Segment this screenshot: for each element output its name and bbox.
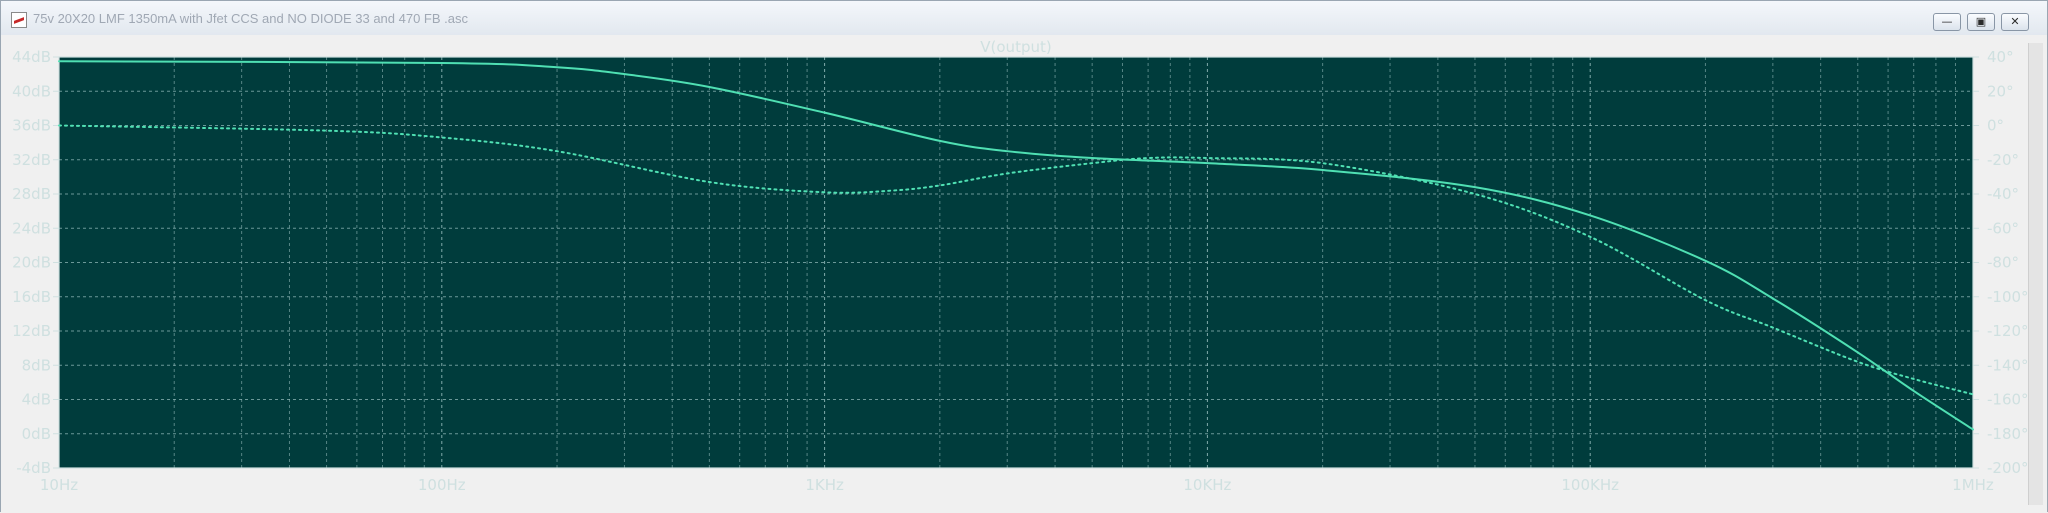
- x-tick-label: 10Hz: [40, 476, 78, 494]
- x-tick-label: 100Hz: [418, 476, 466, 494]
- y-left-tick-label: 12dB: [12, 322, 51, 340]
- close-button[interactable]: ✕: [2001, 13, 2029, 31]
- y-left-tick-label: 8dB: [22, 356, 51, 374]
- y-right-tick-label: 20°: [1987, 82, 2014, 100]
- x-tick-label: 1MHz: [1952, 476, 1994, 494]
- y-right-tick-label: -40°: [1987, 185, 2019, 203]
- x-tick-label: 1KHz: [805, 476, 844, 494]
- y-left-tick-label: 44dB: [12, 48, 51, 66]
- ltspice-app-icon: [11, 12, 27, 28]
- chart-title: V(output): [980, 38, 1051, 56]
- y-right-tick-label: -100°: [1987, 288, 2029, 306]
- x-tick-label: 100KHz: [1561, 476, 1619, 494]
- y-right-tick-label: -20°: [1987, 151, 2019, 169]
- y-right-tick-label: -120°: [1987, 322, 2029, 340]
- window-title: 75v 20X20 LMF 1350mA with Jfet CCS and N…: [33, 11, 468, 26]
- minimize-button[interactable]: —: [1933, 13, 1961, 31]
- y-left-tick-label: 20dB: [12, 254, 51, 272]
- vertical-scrollbar[interactable]: [2028, 43, 2043, 505]
- y-left-tick-label: 0dB: [22, 425, 51, 443]
- phase-trace: [58, 124, 1974, 396]
- y-left-tick-label: 16dB: [12, 288, 51, 306]
- y-left-tick-label: 28dB: [12, 185, 51, 203]
- y-left-tick-label: 32dB: [12, 151, 51, 169]
- magnitude-trace: [58, 60, 1974, 431]
- y-right-tick-label: -80°: [1987, 254, 2019, 272]
- y-left-tick-label: 24dB: [12, 219, 51, 237]
- restore-button[interactable]: ▣: [1967, 13, 1995, 31]
- x-tick-label: 10KHz: [1183, 476, 1231, 494]
- y-left-tick-label: -4dB: [16, 459, 51, 477]
- y-left-tick-label: 4dB: [22, 391, 51, 409]
- y-right-tick-label: -60°: [1987, 219, 2019, 237]
- y-left-tick-label: 40dB: [12, 82, 51, 100]
- y-right-tick-label: 0°: [1987, 117, 2004, 135]
- y-right-tick-label: -160°: [1987, 391, 2029, 409]
- title-bar[interactable]: 75v 20X20 LMF 1350mA with Jfet CCS and N…: [1, 1, 2047, 35]
- y-right-tick-label: -140°: [1987, 356, 2029, 374]
- y-right-tick-label: 40°: [1987, 48, 2014, 66]
- y-right-tick-label: -200°: [1987, 459, 2029, 477]
- y-left-tick-label: 36dB: [12, 117, 51, 135]
- y-right-tick-label: -180°: [1987, 425, 2029, 443]
